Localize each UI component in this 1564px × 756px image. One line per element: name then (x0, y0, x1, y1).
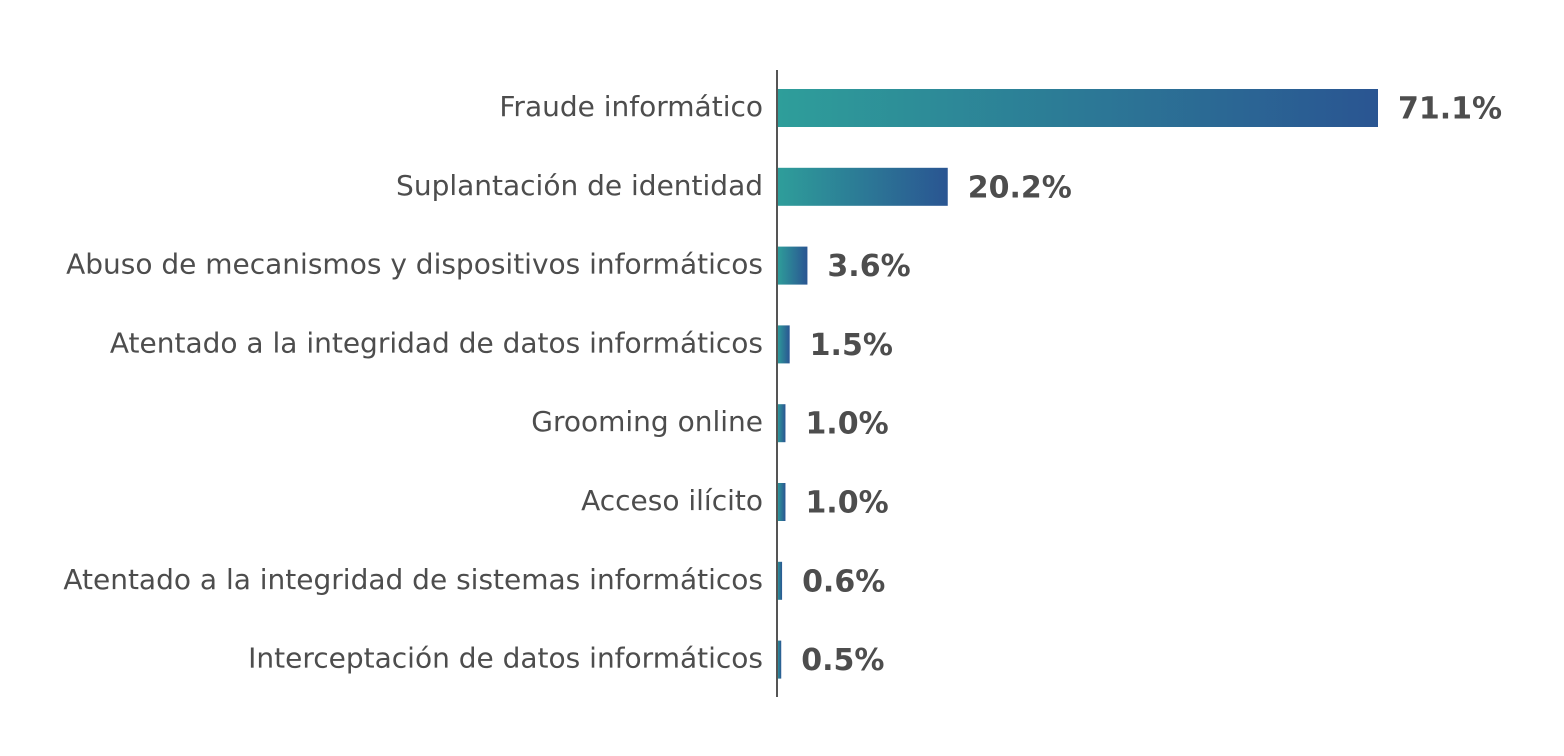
bar-2 (777, 167, 948, 206)
bar-8 (777, 640, 782, 679)
category-label-4: Atentado a la integridad de datos inform… (110, 326, 763, 359)
value-label-6: 1.0% (805, 486, 888, 521)
category-label-3: Abuso de mecanismos y dispositivos infor… (66, 248, 763, 281)
value-label-3: 3.6% (827, 249, 910, 284)
category-label-6: Acceso ilícito (581, 484, 763, 517)
category-label-8: Interceptación de datos informáticos (248, 642, 763, 675)
bar-3 (777, 246, 808, 285)
labels-layer: Fraude informático 71.1% Suplantación de i… (63, 90, 1502, 678)
category-label-5: Grooming online (531, 405, 763, 438)
category-label-7: Atentado a la integridad de sistemas inf… (63, 563, 763, 596)
bar-1 (777, 89, 1378, 127)
bar-6 (777, 483, 786, 521)
value-label-8: 0.5% (801, 643, 884, 678)
value-label-2: 20.2% (968, 170, 1072, 205)
value-label-7: 0.6% (802, 564, 885, 599)
bar-5 (777, 404, 786, 443)
bar-4 (777, 325, 790, 364)
bars-layer (777, 89, 1378, 679)
category-label-1: Fraude informático (499, 90, 763, 123)
value-label-1: 71.1% (1398, 92, 1502, 127)
value-label-5: 1.0% (805, 407, 888, 442)
value-label-4: 1.5% (810, 328, 893, 363)
category-label-2: Suplantación de identidad (396, 169, 763, 202)
bar-7 (777, 561, 783, 600)
